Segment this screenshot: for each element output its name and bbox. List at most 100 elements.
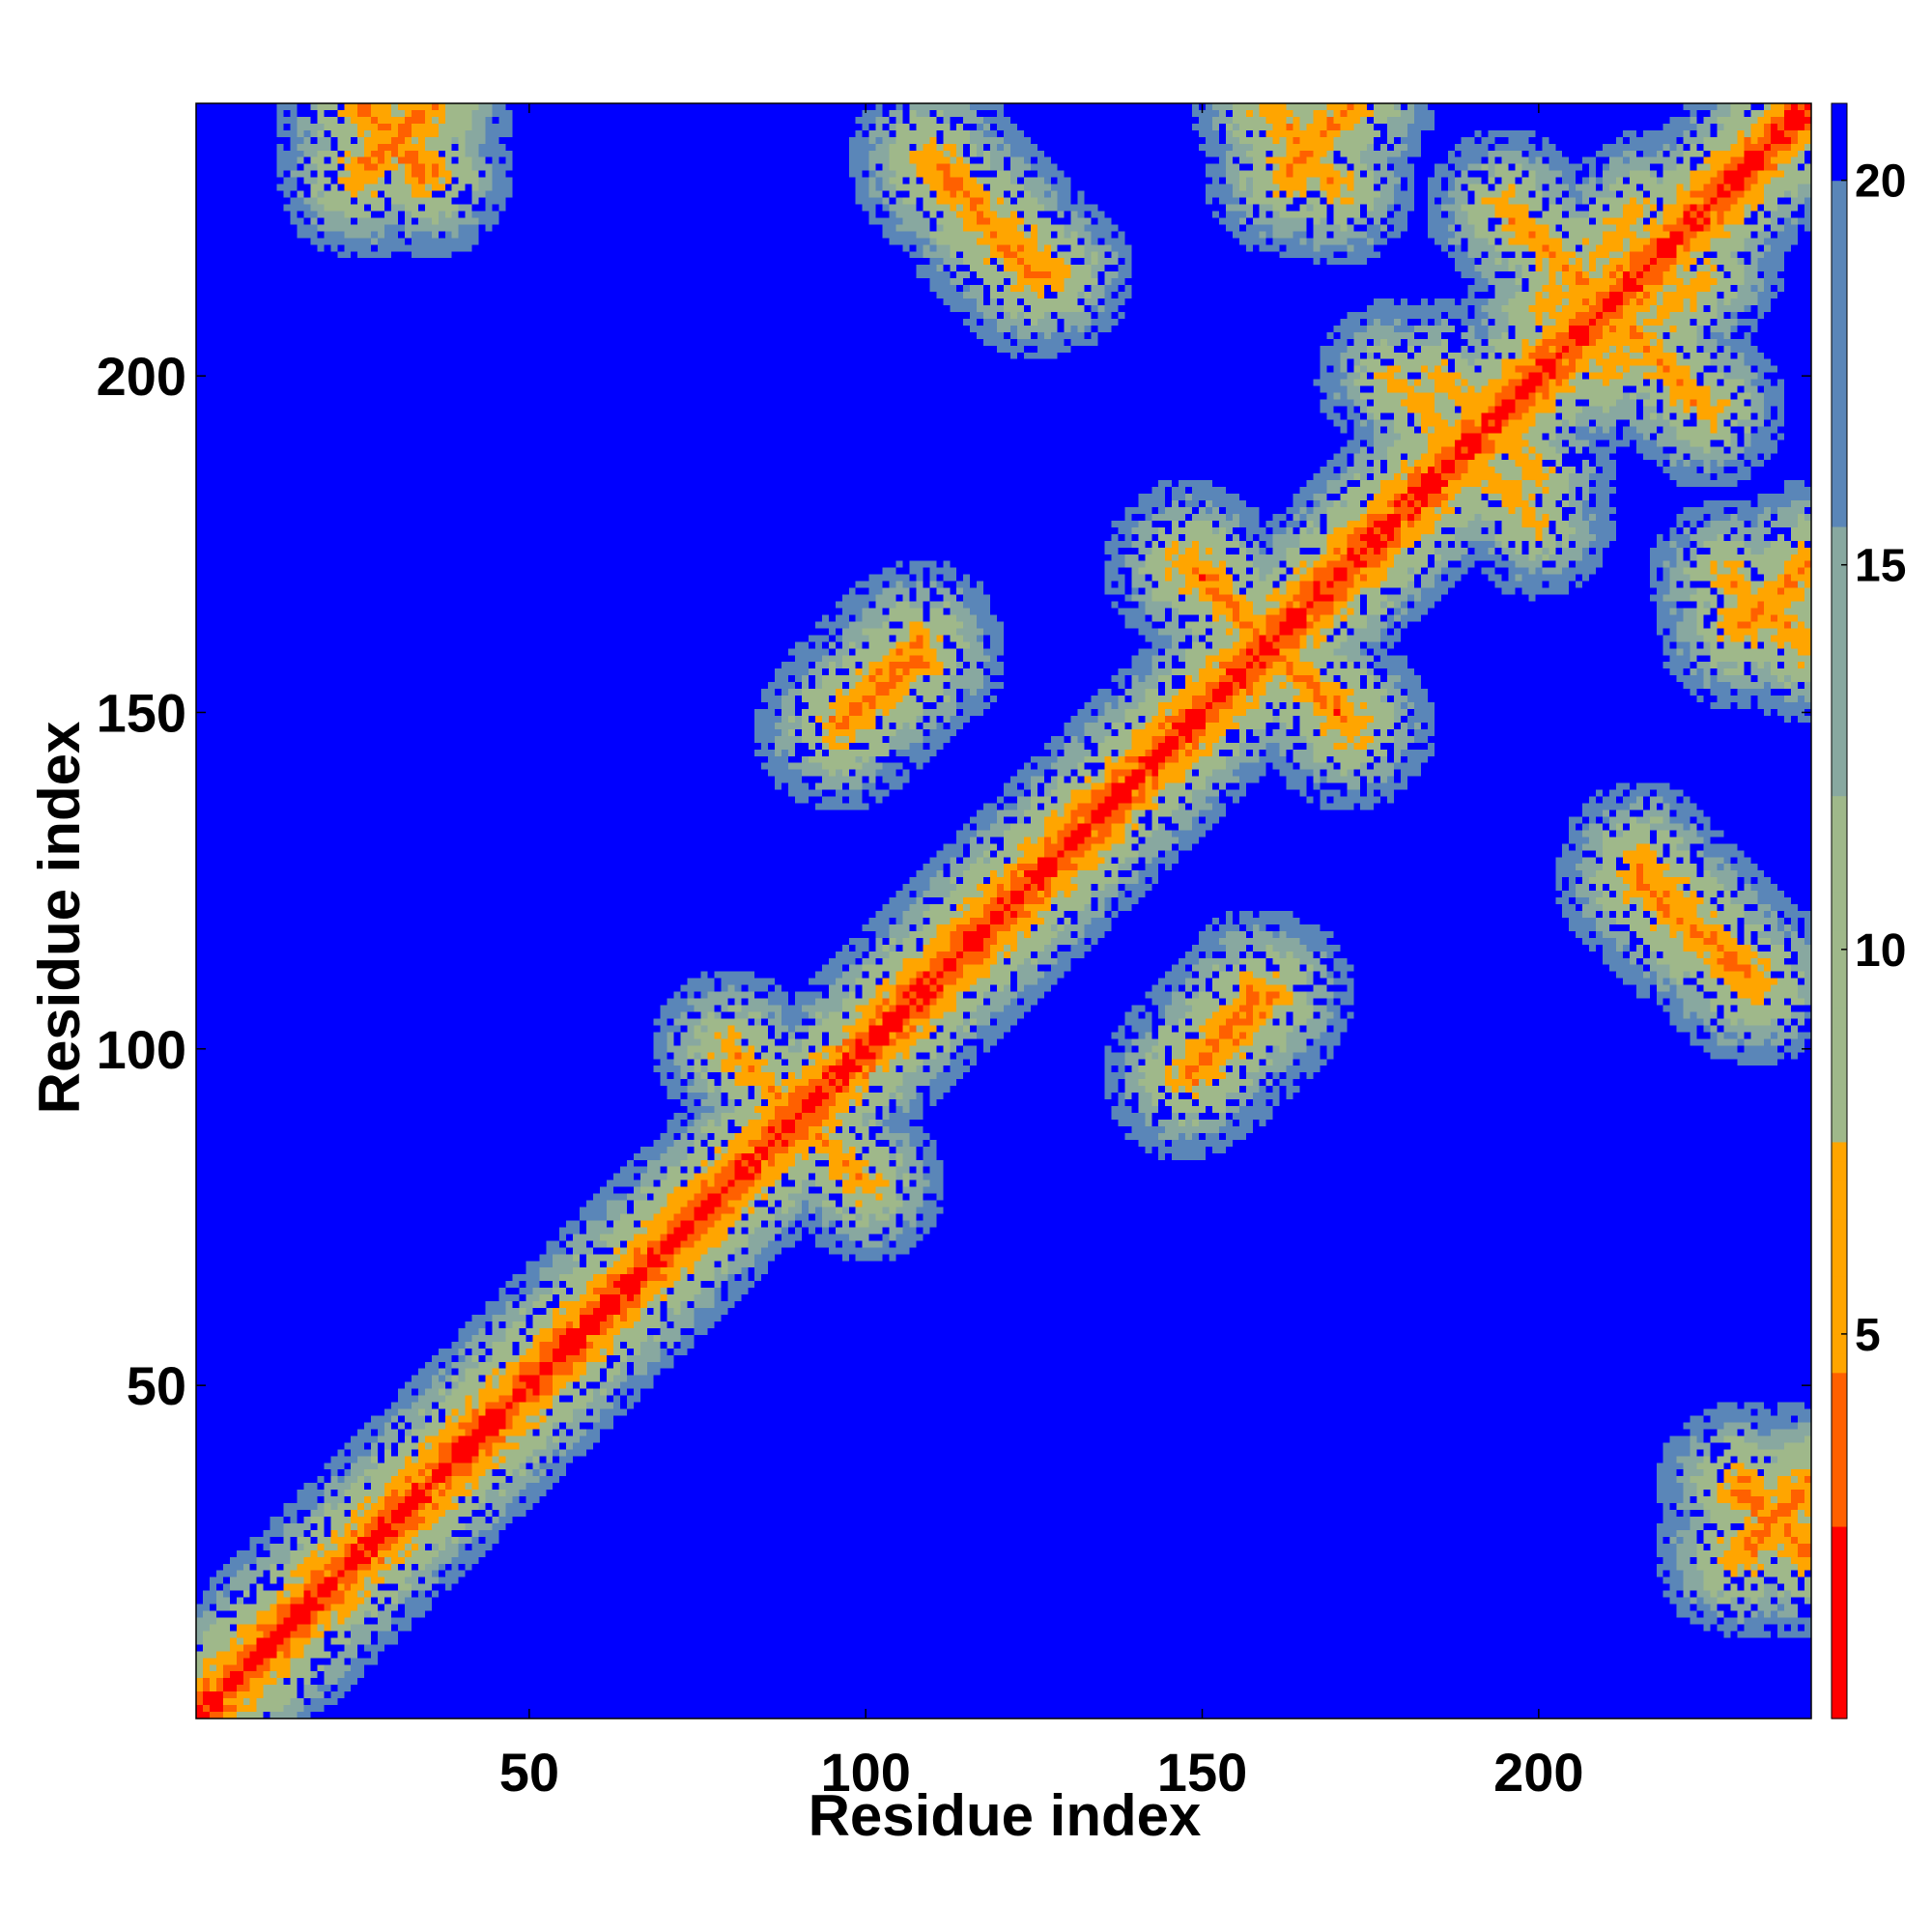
colorbar-segment [1832, 218, 1847, 239]
colorbar-segment [1832, 641, 1847, 662]
colorbar-segment [1832, 276, 1847, 297]
y-tick-label: 50 [127, 1355, 186, 1416]
colorbar-segment [1832, 1545, 1847, 1566]
colorbar-segment [1832, 1199, 1847, 1220]
y-axis-ticks: 50 100 150 200 [97, 346, 1811, 1416]
colorbar-segment [1832, 296, 1847, 316]
colorbar-segment [1832, 1179, 1847, 1201]
colorbar-segment [1832, 1026, 1847, 1046]
colorbar-segment [1832, 737, 1847, 758]
colorbar-segment [1832, 1084, 1847, 1104]
colorbar-segment [1832, 1430, 1847, 1450]
plot-frame [195, 102, 1812, 1719]
colorbar-segment [1832, 1583, 1847, 1605]
colorbar-tick-label: 20 [1855, 156, 1906, 208]
colorbar-segment [1832, 1122, 1847, 1143]
colorbar-segment [1832, 507, 1847, 527]
colorbar [1831, 102, 1848, 1719]
colorbar-segment [1832, 564, 1847, 585]
colorbar-segment [1832, 776, 1847, 797]
colorbar-segment [1832, 1103, 1847, 1123]
colorbar-segment [1832, 1468, 1847, 1489]
colorbar-segment [1832, 1218, 1847, 1238]
colorbar-segment [1832, 160, 1847, 182]
colorbar-segment [1832, 949, 1847, 970]
colorbar-segment [1832, 1488, 1847, 1508]
colorbar-segment [1832, 1237, 1847, 1258]
colorbar-segment [1832, 1065, 1847, 1085]
colorbar-ticks: 5 10 15 20 [1841, 156, 1906, 1361]
colorbar-tick-label: 10 [1855, 925, 1906, 977]
colorbar-segment [1832, 987, 1847, 1009]
colorbar-segment [1832, 1661, 1847, 1681]
colorbar-segment [1832, 1507, 1847, 1527]
colorbar-segment [1832, 1603, 1847, 1624]
colorbar-segment [1832, 488, 1847, 508]
colorbar-segment [1832, 892, 1847, 912]
colorbar-segment [1832, 199, 1847, 220]
colorbar-segment [1832, 814, 1847, 835]
x-tick-label: 100 [820, 1742, 910, 1803]
y-tick-label: 100 [97, 1019, 186, 1080]
colorbar-frame [1831, 102, 1848, 1719]
heatmap-cells [196, 103, 1811, 1719]
y-tick-label: 150 [97, 682, 186, 743]
x-tick-label: 150 [1157, 1742, 1247, 1803]
colorbar-segment [1832, 1315, 1847, 1335]
colorbar-segment [1832, 1295, 1847, 1316]
colorbar-segment [1832, 1276, 1847, 1296]
colorbar-segment [1832, 968, 1847, 989]
colorbar-tick-label: 15 [1855, 541, 1906, 592]
colorbar-segment [1832, 545, 1847, 566]
heatmap-plot-area [196, 103, 1811, 1719]
colorbar-segment [1832, 661, 1847, 681]
colorbar-segment [1832, 391, 1847, 412]
x-axis-label: Residue index [809, 1783, 1202, 1848]
x-axis-ticks: 50 100 150 200 [499, 103, 1584, 1803]
x-tick-label: 200 [1493, 1742, 1583, 1803]
y-axis-label: Residue index [27, 722, 92, 1115]
colorbar-segment [1832, 238, 1847, 258]
colorbar-tick-label: 5 [1855, 1310, 1881, 1361]
colorbar-segment [1832, 430, 1847, 450]
colorbar-segment [1832, 1680, 1847, 1700]
colorbar-segment [1832, 872, 1847, 893]
colorbar-segment [1832, 180, 1847, 201]
colorbar-segment [1832, 449, 1847, 469]
colorbar-segment [1832, 834, 1847, 854]
colorbar-segment [1832, 257, 1847, 277]
colorbar-segment [1832, 603, 1847, 624]
colorbar-segment [1832, 372, 1847, 393]
colorbar-segment [1832, 1564, 1847, 1585]
colorbar-segment [1832, 1045, 1847, 1065]
x-tick-label: 50 [499, 1742, 559, 1803]
colorbar-segment [1832, 1641, 1847, 1662]
colorbar-segment [1832, 1699, 1847, 1719]
colorbar-segment [1832, 911, 1847, 931]
colorbar-segment [1832, 1333, 1847, 1354]
colorbar-segment [1832, 756, 1847, 778]
colorbar-segment [1832, 853, 1847, 873]
colorbar-segment [1832, 718, 1847, 739]
colorbar-segment [1832, 622, 1847, 642]
colorbar-segment [1832, 122, 1847, 143]
colorbar-segment [1832, 795, 1847, 816]
colorbar-segment [1832, 314, 1847, 335]
colorbar-segment [1832, 1141, 1847, 1162]
y-tick-label: 200 [97, 346, 186, 407]
colorbar-segment [1832, 1449, 1847, 1469]
colorbar-segment [1832, 583, 1847, 605]
colorbar-segment [1832, 411, 1847, 431]
colorbar-segment [1832, 699, 1847, 720]
colorbar-segment [1832, 1007, 1847, 1028]
colorbar-segment [1832, 1525, 1847, 1547]
colorbar-segment [1832, 1352, 1847, 1374]
colorbar-segment [1832, 1160, 1847, 1181]
colorbar-segment [1832, 1391, 1847, 1412]
colorbar-segment [1832, 333, 1847, 355]
colorbar-segment [1832, 1622, 1847, 1642]
colorbar-segment [1832, 680, 1847, 700]
colorbar-segment [1832, 141, 1847, 162]
colorbar-segment [1832, 1372, 1847, 1393]
colorbar-segment [1832, 103, 1847, 124]
